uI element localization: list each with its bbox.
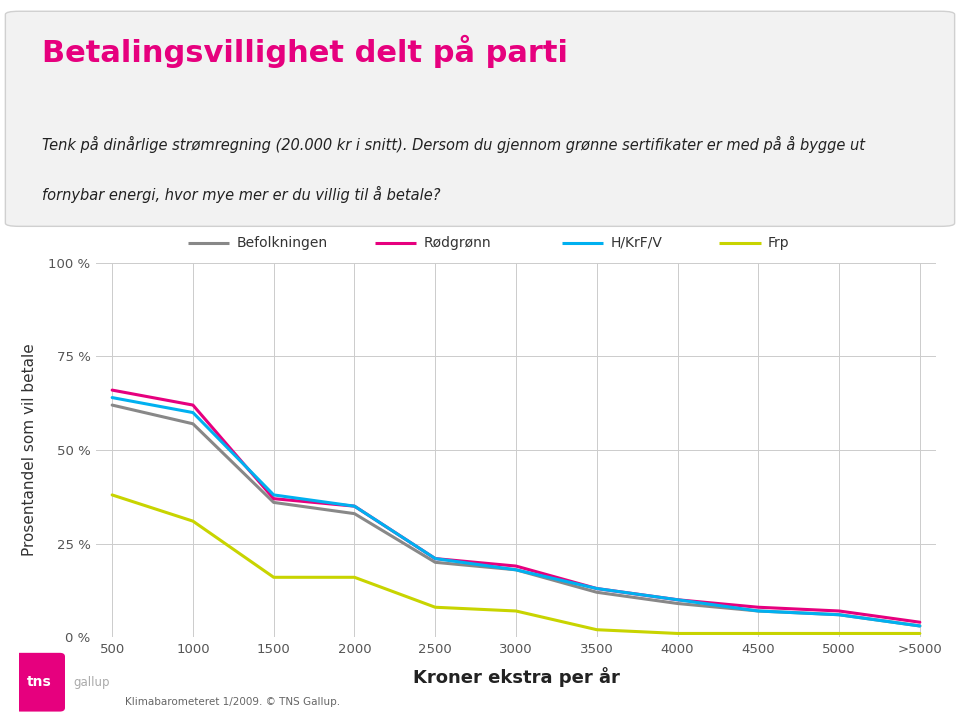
Text: Frp: Frp bbox=[768, 236, 790, 250]
Text: tns: tns bbox=[27, 675, 52, 689]
Text: H/KrF/V: H/KrF/V bbox=[611, 236, 662, 250]
Text: Tenk på dinårlige strømregning (20.000 kr i snitt). Dersom du gjennom grønne ser: Tenk på dinårlige strømregning (20.000 k… bbox=[42, 135, 865, 153]
Text: Klimabarometeret 1/2009. © TNS Gallup.: Klimabarometeret 1/2009. © TNS Gallup. bbox=[125, 697, 340, 707]
Text: Befolkningen: Befolkningen bbox=[236, 236, 327, 250]
Text: fornybar energi, hvor mye mer er du villig til å betale?: fornybar energi, hvor mye mer er du vill… bbox=[42, 186, 441, 202]
Y-axis label: Prosentandel som vil betale: Prosentandel som vil betale bbox=[22, 343, 37, 557]
Text: Rødgrønn: Rødgrønn bbox=[423, 236, 492, 250]
FancyBboxPatch shape bbox=[6, 12, 954, 226]
Text: gallup: gallup bbox=[74, 675, 110, 689]
FancyBboxPatch shape bbox=[14, 653, 65, 711]
Text: Betalingsvillighet delt på parti: Betalingsvillighet delt på parti bbox=[42, 35, 568, 68]
X-axis label: Kroner ekstra per år: Kroner ekstra per år bbox=[413, 667, 619, 687]
